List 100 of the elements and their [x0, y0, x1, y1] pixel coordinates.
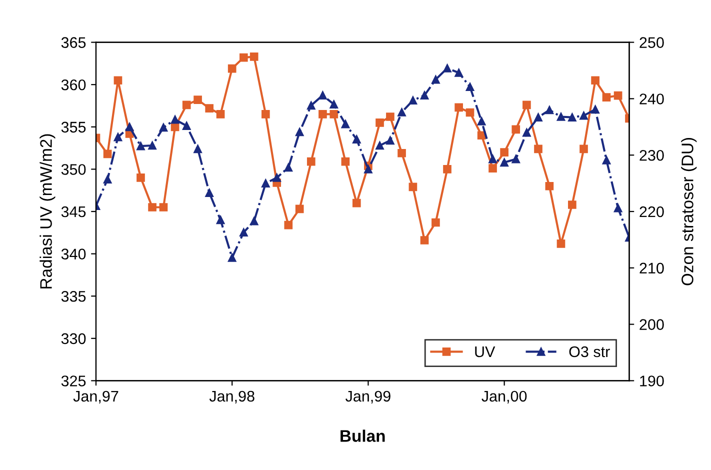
point	[261, 110, 270, 118]
point	[272, 173, 282, 182]
point	[443, 64, 452, 72]
point	[250, 52, 258, 61]
point	[330, 110, 338, 118]
y-tick-label: 345	[61, 206, 86, 218]
point	[488, 154, 497, 164]
point	[614, 204, 622, 212]
point	[205, 104, 214, 112]
x-axis-title: Bulan	[340, 430, 385, 442]
point	[522, 100, 531, 110]
point	[466, 108, 474, 117]
point	[477, 117, 486, 126]
point	[205, 188, 214, 198]
point	[306, 101, 316, 110]
y-tick-label: 340	[61, 248, 86, 260]
y2-tick-label: 230	[640, 150, 664, 161]
point	[148, 203, 156, 212]
point	[420, 91, 429, 100]
x-tick-label: Jan,98	[209, 390, 254, 404]
point	[602, 93, 611, 102]
point	[284, 220, 293, 230]
point	[398, 108, 406, 116]
y-tick-label: 335	[61, 290, 86, 302]
point	[330, 100, 338, 109]
point	[182, 122, 191, 130]
point	[432, 75, 440, 84]
point	[591, 105, 600, 114]
y2-tick-label: 190	[640, 376, 664, 386]
point	[512, 154, 520, 164]
point	[454, 68, 463, 77]
point	[352, 198, 361, 208]
y-tick-label: 365	[61, 37, 86, 48]
legend-label: UV	[475, 346, 496, 358]
point	[318, 91, 327, 100]
point	[228, 64, 236, 73]
point	[534, 144, 542, 154]
point	[580, 111, 588, 120]
point	[136, 142, 145, 150]
point	[103, 150, 112, 158]
y-axis-title: Radiasi UV (mW/m2)	[40, 134, 56, 288]
point	[454, 103, 463, 112]
point	[295, 204, 304, 214]
point	[591, 76, 600, 85]
point	[295, 128, 304, 136]
y-tick-label: 330	[61, 333, 86, 344]
point	[284, 163, 293, 172]
y2-tick-label: 210	[640, 262, 664, 274]
point	[432, 218, 440, 227]
y-tick-label: 360	[61, 79, 86, 90]
point	[376, 118, 384, 127]
point	[114, 76, 122, 85]
point	[239, 228, 248, 237]
point	[228, 254, 236, 262]
point	[216, 110, 225, 118]
point	[512, 125, 520, 134]
point	[216, 216, 225, 224]
y-tick-label: 350	[61, 164, 86, 175]
point	[522, 128, 531, 137]
x-tick-label: Jan,97	[73, 390, 118, 404]
point	[125, 122, 134, 132]
point	[534, 113, 542, 122]
legend-label: O3 str	[569, 346, 610, 358]
point	[194, 96, 202, 104]
y2-tick-label: 250	[640, 37, 664, 48]
x-tick-label: Jan,99	[346, 390, 390, 404]
point	[545, 106, 554, 114]
x-tick-label: Jan,00	[482, 390, 527, 404]
y2-axis-title: Ozon stratoser (DU)	[681, 138, 697, 286]
point	[398, 148, 406, 158]
y-tick-label: 325	[61, 376, 86, 386]
point	[408, 182, 418, 192]
point	[170, 115, 180, 124]
point	[103, 175, 112, 184]
y2-tick-label: 200	[640, 319, 664, 330]
point	[114, 132, 122, 142]
point	[364, 165, 372, 174]
point	[194, 144, 202, 154]
point	[443, 165, 452, 174]
y2-tick-label: 220	[640, 206, 664, 218]
y2-tick-label: 240	[640, 94, 664, 104]
point	[386, 136, 394, 145]
point	[352, 135, 361, 144]
point	[500, 148, 508, 156]
point	[420, 236, 429, 244]
point	[568, 113, 576, 122]
y-tick-label: 355	[61, 122, 86, 133]
point	[408, 96, 418, 105]
point	[614, 91, 622, 100]
point	[580, 144, 588, 154]
point	[159, 123, 168, 132]
point	[159, 203, 168, 212]
point	[386, 112, 394, 121]
point	[306, 157, 316, 166]
point	[602, 156, 611, 164]
point	[136, 173, 145, 182]
point	[341, 157, 350, 166]
point	[488, 164, 497, 173]
point	[239, 53, 248, 62]
point	[341, 120, 350, 128]
